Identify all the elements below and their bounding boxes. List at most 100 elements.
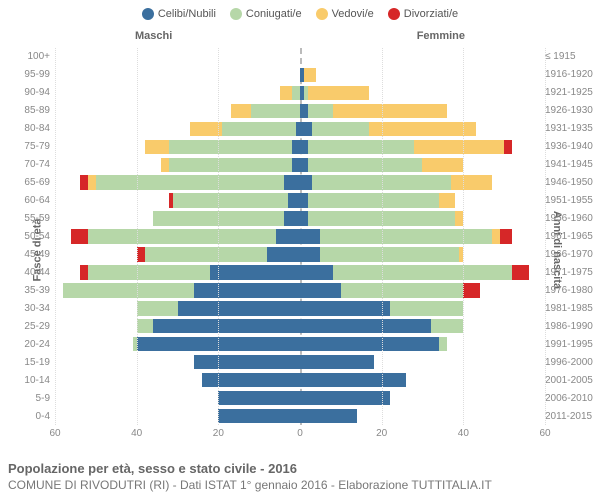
seg-div [500, 229, 512, 243]
seg-married [341, 283, 464, 297]
legend-swatch [388, 8, 400, 20]
seg-married [312, 122, 369, 136]
seg-widow [308, 86, 369, 100]
male-bar [55, 409, 300, 423]
x-tick: 40 [131, 428, 142, 439]
seg-married [137, 319, 153, 333]
seg-married [169, 158, 292, 172]
age-label: 25-29 [5, 321, 50, 332]
female-bar [300, 175, 545, 189]
male-bar [55, 373, 300, 387]
seg-single [300, 193, 308, 207]
seg-single [194, 355, 300, 369]
male-bar [55, 68, 300, 82]
x-axis: 6040200204060 [55, 428, 545, 442]
seg-widow [369, 122, 475, 136]
age-label: 55-59 [5, 213, 50, 224]
chart-title: Popolazione per età, sesso e stato civil… [8, 461, 492, 476]
seg-widow [439, 193, 455, 207]
seg-single [284, 211, 300, 225]
seg-single [300, 391, 390, 405]
x-tick: 60 [49, 428, 60, 439]
birth-label: 1996-2000 [545, 357, 600, 368]
seg-married [169, 140, 292, 154]
seg-married [308, 158, 422, 172]
seg-single [300, 229, 320, 243]
male-bar [55, 265, 300, 279]
legend-label: Vedovi/e [332, 8, 374, 20]
birth-label: 2006-2010 [545, 393, 600, 404]
male-bar [55, 247, 300, 261]
female-bar [300, 355, 545, 369]
seg-married [96, 175, 284, 189]
seg-married [292, 86, 300, 100]
grid-line [55, 48, 56, 425]
seg-single [218, 391, 300, 405]
female-bar [300, 68, 545, 82]
age-row: 60-641951-1955 [55, 192, 545, 210]
male-bar [55, 301, 300, 315]
grid-line [218, 48, 219, 425]
age-label: 80-84 [5, 123, 50, 134]
seg-married [88, 265, 211, 279]
legend-item: Coniugati/e [230, 8, 302, 20]
legend-swatch [316, 8, 328, 20]
seg-widow [231, 104, 251, 118]
age-label: 0-4 [5, 411, 50, 422]
birth-label: 1931-1935 [545, 123, 600, 134]
age-row: 100+≤ 1915 [55, 48, 545, 66]
legend-label: Divorziati/e [404, 8, 458, 20]
age-row: 85-891926-1930 [55, 102, 545, 120]
seg-single [292, 158, 300, 172]
male-bar [55, 86, 300, 100]
seg-div [512, 265, 528, 279]
age-row: 25-291986-1990 [55, 317, 545, 335]
male-bar [55, 104, 300, 118]
legend-item: Celibi/Nubili [142, 8, 216, 20]
birth-label: ≤ 1915 [545, 51, 600, 62]
birth-label: 2001-2005 [545, 375, 600, 386]
female-bar [300, 122, 545, 136]
seg-widow [161, 158, 169, 172]
seg-div [80, 265, 88, 279]
legend-label: Celibi/Nubili [158, 8, 216, 20]
seg-single [300, 247, 320, 261]
birth-label: 1956-1960 [545, 213, 600, 224]
male-bar [55, 283, 300, 297]
birth-label: 2011-2015 [545, 411, 600, 422]
age-row: 95-991916-1920 [55, 66, 545, 84]
seg-single [276, 229, 301, 243]
birth-label: 1946-1950 [545, 177, 600, 188]
seg-widow [88, 175, 96, 189]
age-row: 75-791936-1940 [55, 138, 545, 156]
age-row: 50-541961-1965 [55, 228, 545, 246]
seg-married [173, 193, 287, 207]
seg-single [300, 409, 357, 423]
legend: Celibi/Nubili Coniugati/e Vedovi/e Divorzia… [0, 0, 600, 24]
birth-label: 1966-1970 [545, 249, 600, 260]
seg-single [210, 265, 300, 279]
female-bar [300, 373, 545, 387]
seg-married [308, 193, 439, 207]
seg-widow [280, 86, 292, 100]
seg-single [300, 175, 312, 189]
birth-label: 1941-1945 [545, 159, 600, 170]
seg-widow [455, 211, 463, 225]
seg-div [504, 140, 512, 154]
birth-label: 1986-1990 [545, 321, 600, 332]
female-bar [300, 247, 545, 261]
age-row: 30-341981-1985 [55, 299, 545, 317]
age-row: 20-241991-1995 [55, 335, 545, 353]
age-label: 95-99 [5, 69, 50, 80]
female-bar [300, 301, 545, 315]
seg-married [320, 247, 459, 261]
birth-label: 1961-1965 [545, 231, 600, 242]
male-bar [55, 50, 300, 64]
male-bar [55, 337, 300, 351]
age-row: 40-441971-1975 [55, 263, 545, 281]
seg-married [320, 229, 492, 243]
seg-single [288, 193, 300, 207]
age-label: 40-44 [5, 267, 50, 278]
female-bar [300, 193, 545, 207]
seg-married [251, 104, 300, 118]
